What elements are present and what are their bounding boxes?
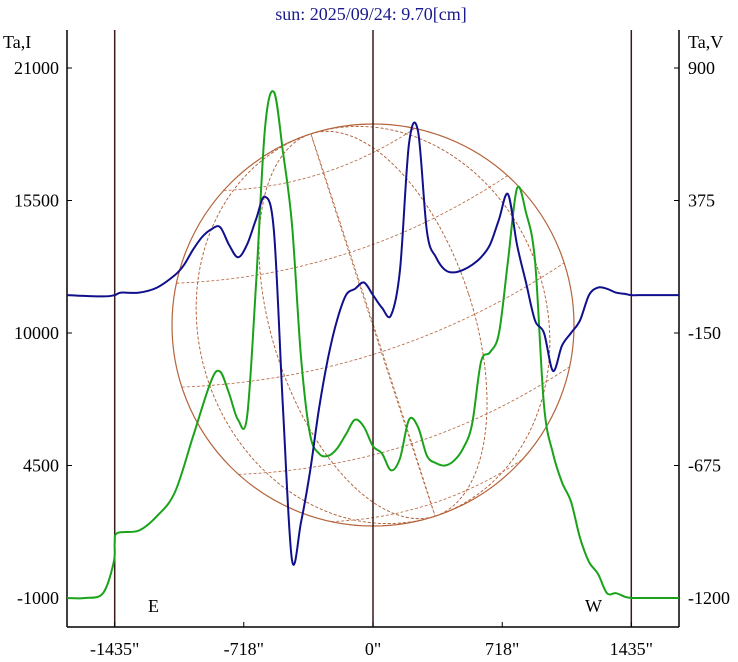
right-tick-label: 375 [688, 191, 715, 211]
left-tick-label: 4500 [23, 456, 59, 476]
left-tick-label: 21000 [14, 58, 59, 78]
parallel-line [331, 459, 523, 523]
x-tick-labels: -1435" -718" 0" 718" 1435" [90, 622, 653, 659]
right-axis-label: Ta,V [688, 32, 723, 52]
right-tick-label: -675 [688, 456, 721, 476]
parallel-line [238, 366, 570, 475]
x-tick-label: 0" [365, 639, 381, 659]
right-tick-labels: 900 375 -150 -675 -1200 [674, 58, 730, 608]
left-tick-label: -1000 [17, 588, 59, 608]
left-tick-label: 15500 [14, 191, 59, 211]
chart-title: sun: 2025/09/24: 9.70[cm] [275, 4, 467, 24]
left-tick-label: 10000 [14, 323, 59, 343]
right-tick-label: 900 [688, 58, 715, 78]
parallel-line [223, 128, 416, 191]
right-tick-label: -150 [688, 323, 721, 343]
parallel-line [176, 175, 508, 284]
series-lines [66, 90, 679, 600]
left-tick-labels: 21000 15500 10000 4500 -1000 [14, 58, 72, 608]
right-tick-label: -1200 [688, 588, 730, 608]
x-tick-label: 718" [485, 639, 519, 659]
x-tick-label: -718" [224, 639, 264, 659]
meridian-line [195, 126, 551, 524]
series-line-ta-i [66, 90, 679, 600]
east-limb-label: E [148, 596, 159, 616]
meridian-line [258, 130, 488, 520]
west-limb-label: W [585, 596, 602, 616]
series-line-ta-v [66, 121, 679, 566]
left-axis-label: Ta,I [3, 32, 31, 52]
x-tick-label: -1435" [90, 639, 139, 659]
limb-markers [113, 30, 633, 627]
parallel-line [181, 262, 565, 388]
x-tick-label: 1435" [610, 639, 653, 659]
